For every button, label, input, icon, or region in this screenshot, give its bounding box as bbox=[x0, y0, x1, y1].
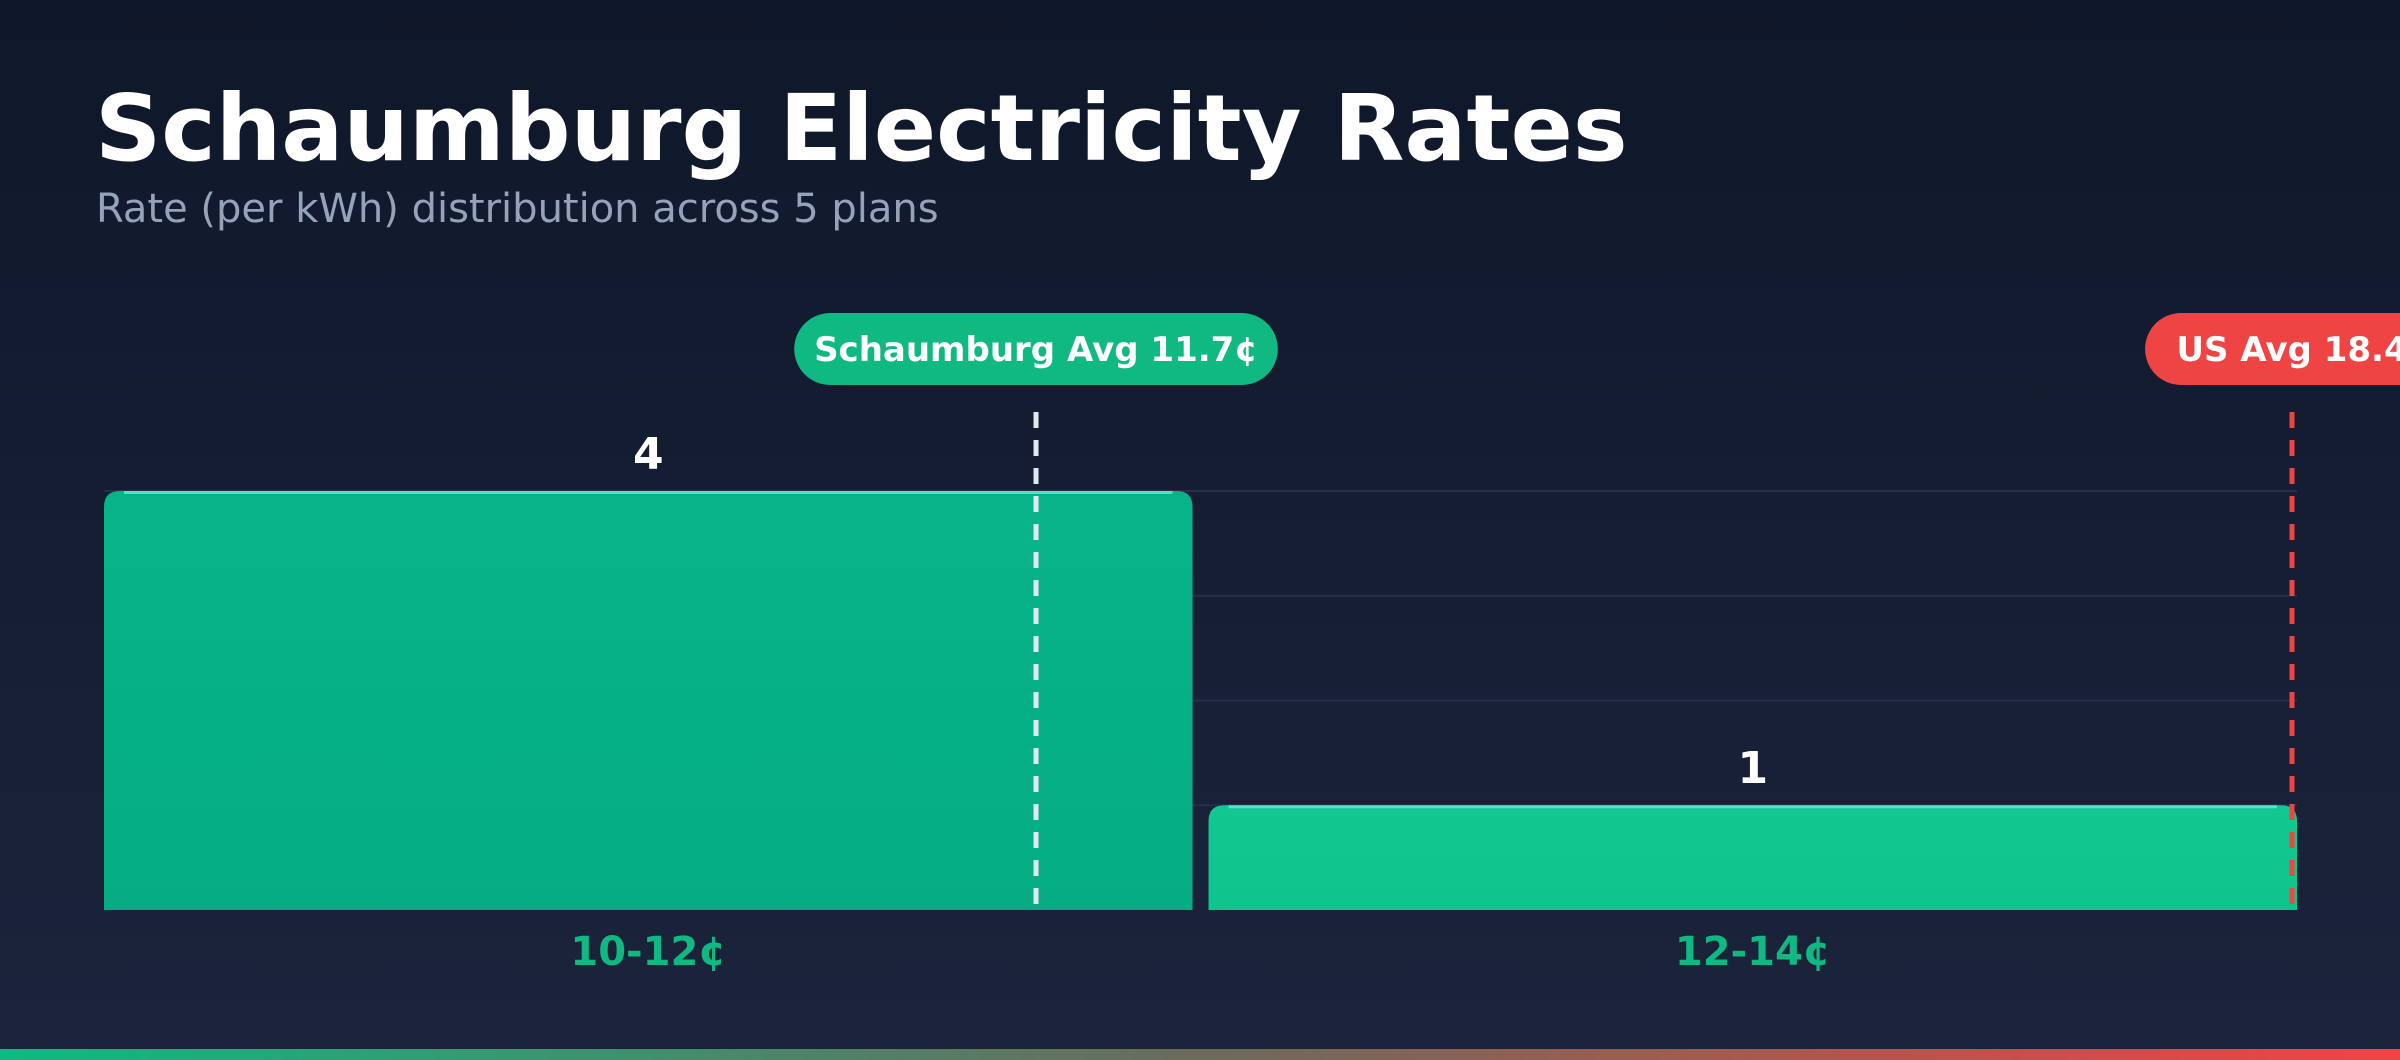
bar-value-label: 1 bbox=[1737, 743, 1768, 794]
bar-value-label: 4 bbox=[633, 429, 664, 480]
bottom-accent-bar bbox=[0, 1049, 2400, 1060]
reference-pill bbox=[2145, 313, 2400, 385]
labels: 4 10-12¢ 1 12-14¢ bbox=[570, 429, 1830, 975]
reference-label: US Avg 18.4 bbox=[2176, 330, 2400, 370]
bars bbox=[104, 490, 2297, 910]
histogram-bar bbox=[1208, 805, 2297, 910]
category-label: 10-12¢ bbox=[570, 929, 726, 975]
reference-label: Schaumburg Avg 11.7¢ bbox=[814, 330, 1258, 370]
chart-title: Schaumburg Electricity Rates bbox=[95, 75, 1628, 182]
histogram-bar bbox=[104, 490, 1193, 910]
reference-pill bbox=[794, 313, 1278, 385]
category-label: 12-14¢ bbox=[1675, 929, 1831, 975]
reference-lines: Schaumburg Avg 11.7¢ US Avg 18.4 bbox=[794, 313, 2400, 910]
chart-subtitle: Rate (per kWh) distribution across 5 pla… bbox=[96, 186, 939, 232]
